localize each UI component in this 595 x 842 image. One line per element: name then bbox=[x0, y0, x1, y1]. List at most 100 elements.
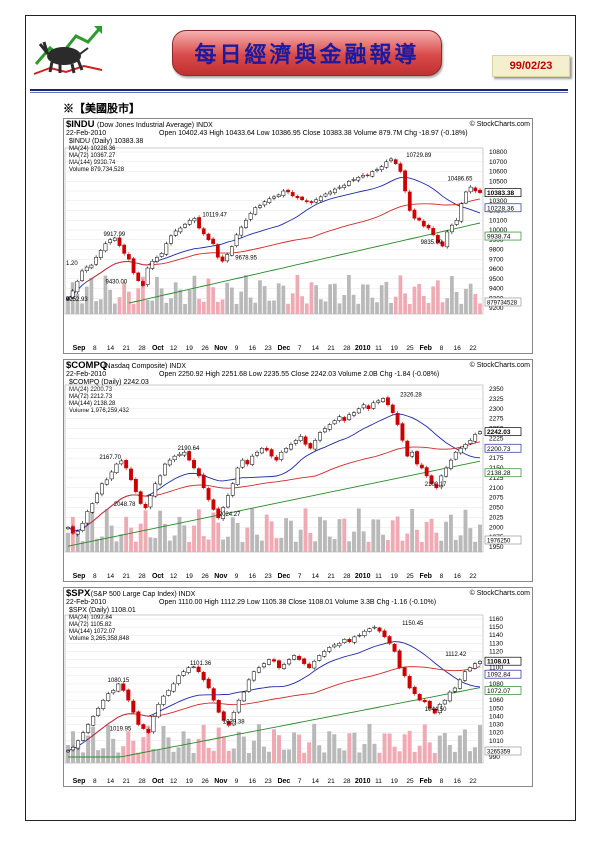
candle-body bbox=[437, 703, 442, 713]
y-tick-label: 1140 bbox=[489, 632, 503, 639]
legend-price: $SPX (Daily) 1108.01 bbox=[69, 607, 136, 614]
candle-body bbox=[389, 158, 393, 162]
candle-body bbox=[442, 699, 447, 705]
candle-body bbox=[357, 634, 362, 637]
candle-body bbox=[302, 658, 307, 664]
volume-bar bbox=[337, 519, 342, 552]
candle-body bbox=[398, 163, 403, 172]
candle-body bbox=[126, 254, 131, 260]
candle-body bbox=[308, 443, 313, 449]
volume-bar bbox=[452, 751, 457, 763]
volume-bar bbox=[264, 514, 269, 552]
candle-body bbox=[371, 402, 376, 409]
candle-body bbox=[477, 660, 483, 664]
x-tick-label: 26 bbox=[201, 778, 209, 785]
candle-body bbox=[375, 169, 379, 171]
value-tag-box bbox=[484, 656, 522, 666]
volume-bar bbox=[99, 536, 104, 552]
candle-body bbox=[176, 675, 181, 684]
candle-body bbox=[429, 475, 434, 485]
y-tick-label: 1040 bbox=[489, 713, 504, 720]
volume-bar bbox=[250, 508, 255, 552]
candle-body bbox=[377, 627, 382, 632]
volume-bar bbox=[454, 292, 459, 314]
candle-body bbox=[119, 460, 124, 465]
volume-bar bbox=[167, 540, 172, 552]
volume-bar bbox=[407, 303, 412, 314]
x-tick-label: 28 bbox=[343, 778, 351, 785]
volume-bar bbox=[276, 283, 281, 314]
candle-body bbox=[131, 700, 136, 713]
x-tick-label: 28 bbox=[343, 573, 351, 580]
price-annotation: 2100.17 bbox=[425, 482, 447, 488]
volume-bar bbox=[467, 751, 472, 763]
candle-body bbox=[244, 220, 248, 228]
volume-bar bbox=[367, 723, 372, 763]
candle-body bbox=[129, 468, 133, 481]
candle-body bbox=[131, 258, 136, 274]
candle-body bbox=[215, 244, 220, 258]
candle-body bbox=[458, 448, 463, 454]
volume-bar bbox=[347, 733, 352, 763]
volume-bar bbox=[163, 523, 167, 552]
volume-bar bbox=[366, 541, 371, 552]
y-tick-label: 1080 bbox=[489, 681, 504, 688]
volume-bar bbox=[226, 536, 230, 552]
volume-tag-box bbox=[484, 746, 522, 756]
candle-body bbox=[327, 647, 332, 652]
volume-bar bbox=[75, 530, 80, 552]
volume-bar bbox=[85, 521, 90, 552]
volume-bar bbox=[284, 518, 289, 552]
volume-bar bbox=[103, 275, 108, 314]
candle-body bbox=[201, 228, 206, 235]
candle-body bbox=[422, 699, 427, 703]
candle-body bbox=[439, 475, 444, 488]
price-annotation: 9917.99 bbox=[103, 232, 125, 238]
x-tick-label: 8 bbox=[440, 345, 444, 352]
volume-bar bbox=[156, 749, 161, 763]
volume-bar bbox=[161, 725, 166, 763]
candle-body bbox=[352, 412, 356, 416]
volume-bar bbox=[80, 541, 85, 552]
section-heading: ※【美國股市】 bbox=[63, 102, 140, 115]
candle-body bbox=[322, 428, 327, 433]
volume-bar bbox=[298, 529, 303, 552]
volume-bar bbox=[109, 525, 114, 552]
candle-body bbox=[206, 488, 211, 500]
price-annotation: 2326.28 bbox=[400, 392, 422, 398]
x-tick-label: 12 bbox=[170, 573, 178, 580]
candle-body bbox=[122, 244, 127, 254]
candle-body bbox=[417, 217, 422, 221]
candle-body bbox=[133, 478, 138, 492]
x-tick-label: 22 bbox=[469, 573, 477, 580]
volume-bar bbox=[258, 280, 262, 314]
y-tick-label: 1150 bbox=[489, 624, 503, 631]
candle-body bbox=[452, 687, 457, 692]
candle-body bbox=[274, 456, 279, 461]
volume-bar bbox=[478, 303, 482, 314]
y-tick-label: 2275 bbox=[489, 416, 504, 423]
candle-body bbox=[478, 431, 482, 435]
candle-body bbox=[159, 253, 164, 257]
x-tick-label: Nov bbox=[214, 573, 227, 580]
volume-bar bbox=[178, 289, 183, 314]
value-tag-box bbox=[484, 203, 522, 213]
volume-bar bbox=[375, 302, 379, 314]
x-tick-label: 21 bbox=[328, 345, 336, 352]
volume-bar bbox=[84, 286, 89, 314]
report-date: 99/02/23 bbox=[492, 55, 570, 77]
candle-body bbox=[462, 671, 467, 681]
value-tag: 10383.38 bbox=[487, 190, 514, 197]
x-tick-label: 25 bbox=[406, 573, 414, 580]
volume-bar bbox=[259, 540, 264, 552]
value-tag: 2242.03 bbox=[487, 429, 511, 436]
volume-tag-box bbox=[484, 297, 522, 307]
volume-bar bbox=[447, 744, 452, 763]
x-tick-label: 2010 bbox=[355, 778, 371, 785]
candle-body bbox=[229, 246, 234, 256]
candle-body bbox=[297, 655, 302, 660]
price-annotation: 9430.00 bbox=[106, 280, 128, 286]
volume-bar bbox=[327, 731, 332, 763]
x-tick-label: 8 bbox=[93, 345, 97, 352]
volume-bar bbox=[131, 303, 136, 314]
